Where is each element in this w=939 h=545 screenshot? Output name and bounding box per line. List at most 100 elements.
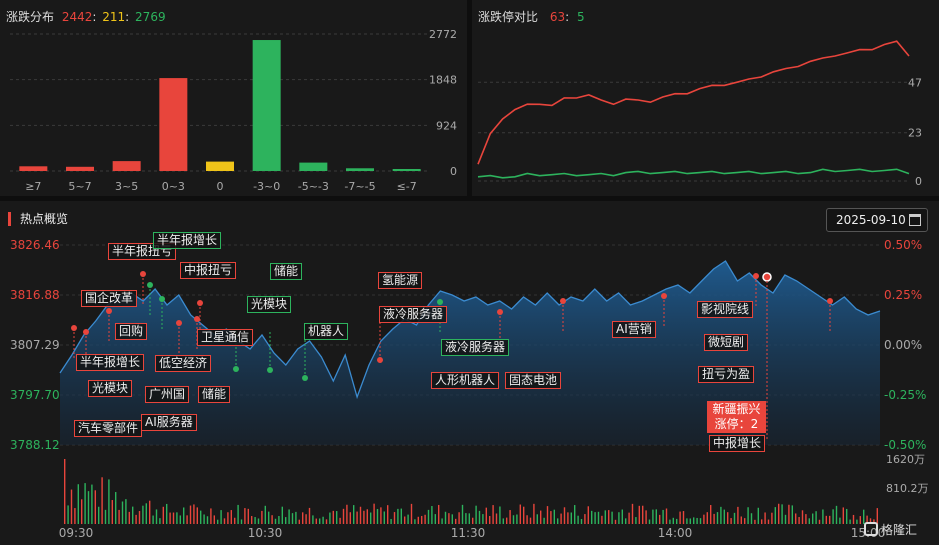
distribution-chart: 2772 1848 924 0 ≥7 5~7 3~5 0~3 0 -3~0 -5~-3 -7~-5 ≤-… [10,28,457,193]
volume-bar [325,519,328,524]
volume-bar [706,512,708,524]
date-picker[interactable]: 2025-09-10 [826,208,928,232]
tag-marker [302,375,308,381]
concept-tag[interactable]: 低空经济 [155,355,212,372]
tag-marker [661,293,667,299]
tag-marker [377,357,383,363]
concept-tag[interactable]: 卫星通信 [197,329,254,346]
volume-bar [716,512,719,524]
popup-next-tag[interactable]: 中报增长 [709,435,766,452]
volume-bar [499,506,501,524]
volume-bar [591,510,593,524]
volume-bar [118,509,120,524]
concept-tag[interactable]: 影视院线 [697,301,754,318]
volume-bar [155,509,158,524]
series-line [477,168,910,179]
volume-bar [512,515,515,524]
volume-bar [451,514,453,524]
volume-bar [832,509,834,524]
concept-tag[interactable]: 光模块 [247,296,292,313]
concept-tag[interactable]: 半年报增长 [153,232,222,249]
price-tick: 3826.46 [10,238,60,252]
popup-concept: 新疆振兴 [712,402,761,416]
concept-tag[interactable]: 国企改革 [81,290,138,307]
volume-bar [822,509,824,524]
concept-tag[interactable]: 机器人 [304,323,349,340]
volume-bar [577,515,579,524]
volume-bar [730,518,732,524]
volume-bar [597,511,600,524]
pct-tick: -0.50% [884,438,926,452]
volume-bar [812,513,814,524]
volume-bar [747,507,749,524]
volume-bar [125,499,127,524]
concept-tag[interactable]: AI服务器 [141,414,197,431]
volume-bar [240,519,243,524]
volume-bar [808,518,810,524]
volume-bar [315,518,317,524]
volume-bar [682,511,685,524]
volume-bar [128,511,130,524]
hot-overview-panel: 热点概览 2025-09-10 3826.46 0.50% 3816.88 0.25%… [0,201,939,545]
concept-tag[interactable]: 中报扭亏 [180,262,237,279]
volume-bar [754,519,756,524]
volume-bar [536,514,538,524]
tag-marker [176,320,182,326]
concept-tag[interactable]: 汽车零部件 [74,420,143,437]
volume-bar [570,512,572,524]
volume-bar [91,484,93,524]
tag-marker [140,271,146,277]
volume-bar [710,505,712,524]
concept-tag[interactable]: AI营销 [612,321,656,338]
volume-bar [302,512,304,524]
volume-bar [189,505,192,524]
volume-bar [312,515,314,524]
concept-tag[interactable]: 光模块 [88,380,133,397]
tag-marker [497,309,503,315]
concept-tag[interactable]: 储能 [270,263,303,280]
volume-bar [642,505,644,524]
concept-tag[interactable]: 固态电池 [505,372,562,389]
tag-marker [753,273,759,279]
volume-bar [427,509,430,524]
concept-tag[interactable]: 液冷服务器 [441,339,510,356]
volume-bar [237,504,239,524]
x-tick-label: -3~0 [253,180,280,193]
concept-tag[interactable]: 扭亏为盈 [698,366,755,383]
volume-bar [319,518,321,524]
volume-bar [805,514,807,524]
volume-bar [686,518,688,524]
volume-bar [291,513,294,524]
concept-tag[interactable]: 人形机器人 [431,372,500,389]
volume-bar [461,504,464,524]
tag-marker [83,329,89,335]
concept-tag[interactable]: 广州国 [145,386,190,403]
volume-bar [846,508,848,524]
concept-tag[interactable]: 氢能源 [378,272,423,289]
time-tick: 10:30 [248,526,283,540]
pct-tick: 0.00% [884,338,922,352]
volume-bar [869,518,872,524]
volume-bar [179,515,181,524]
volume-bar [84,483,86,524]
concept-popup[interactable]: 新疆振兴 涨停：2 [707,401,766,433]
concept-tag[interactable]: 储能 [198,386,231,403]
x-tick-label: 0~3 [162,180,185,193]
volume-bar [349,512,351,524]
volume-bar [87,491,90,524]
volume-bar [465,513,467,524]
limit-down-count: 5 [577,10,585,24]
volume-bar [679,511,681,524]
volume-bar [625,518,627,524]
concept-tag[interactable]: 半年报增长 [76,354,145,371]
volume-bar [574,505,576,524]
concept-tag[interactable]: 回购 [115,323,148,340]
volume-bar [791,505,793,524]
volume-bar [723,509,725,524]
concept-tag[interactable]: 液冷服务器 [379,306,448,323]
concept-tag[interactable]: 微短剧 [704,334,749,351]
volume-bar [676,518,678,524]
volume-bar [400,508,402,524]
volume-bar [149,500,151,524]
volume-bar [152,515,154,524]
